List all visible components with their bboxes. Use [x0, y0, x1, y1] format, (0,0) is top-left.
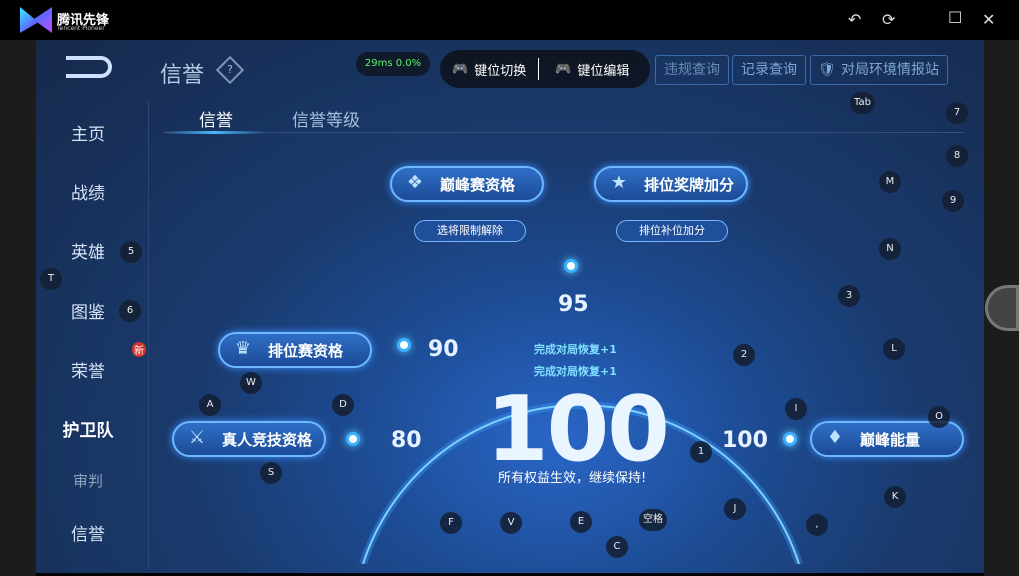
arc-node-100: [783, 432, 797, 446]
key-marker[interactable]: N: [879, 238, 901, 260]
nav-honor[interactable]: 荣誉: [71, 362, 105, 382]
key-marker[interactable]: J: [724, 498, 746, 520]
arc-node-90: [397, 338, 411, 352]
key-marker[interactable]: ,: [806, 514, 828, 536]
nav-hero[interactable]: 英雄: [71, 243, 105, 263]
close-icon[interactable]: ✕: [982, 10, 996, 29]
key-marker[interactable]: 空格: [639, 509, 667, 531]
peak-icon: ❖: [406, 172, 424, 193]
key-marker[interactable]: L: [883, 338, 905, 360]
undo-icon[interactable]: ↶: [848, 10, 862, 29]
app-subtitle: Tencent Pioneer: [57, 25, 105, 32]
key-marker[interactable]: 2: [733, 344, 755, 366]
key-marker[interactable]: K: [884, 486, 906, 508]
ping-value: 29ms: [364, 58, 393, 69]
keymap-edit-button[interactable]: 键位编辑: [577, 63, 630, 79]
real-label: 真人竞技资格: [222, 430, 313, 449]
arc-node-95: [564, 259, 578, 273]
key-marker[interactable]: O: [928, 406, 950, 428]
nav-record[interactable]: 战绩: [71, 184, 105, 204]
key-marker[interactable]: M: [879, 171, 901, 193]
key-marker[interactable]: 8: [946, 145, 968, 167]
key-marker[interactable]: Tab: [850, 92, 875, 114]
chevron-badge-icon: ♦: [826, 427, 844, 448]
nav-credit[interactable]: 信誉: [71, 525, 105, 545]
peak-label: 巅峰赛资格: [440, 175, 516, 194]
key-marker[interactable]: 3: [838, 285, 860, 307]
maximize-icon[interactable]: ☐: [948, 8, 963, 27]
nav-judge[interactable]: 审判: [72, 472, 103, 490]
gamepad-icon: 🎮: [452, 61, 469, 77]
star-icon: ★: [610, 172, 628, 193]
shield-icon: 🛡: [818, 62, 836, 78]
keymap-switch-button[interactable]: 键位切换: [474, 63, 527, 79]
key-marker[interactable]: I: [785, 398, 807, 420]
help-icon: ?: [227, 63, 233, 76]
nav-guard[interactable]: 护卫队: [62, 421, 114, 441]
key-marker[interactable]: D: [332, 394, 354, 416]
tab-credit-level[interactable]: 信誉等级: [292, 111, 360, 131]
key-marker[interactable]: S: [260, 462, 282, 484]
tab-indicator: [164, 131, 264, 134]
ranked-label: 排位赛资格: [268, 341, 344, 360]
loss-value: 0.0%: [395, 58, 422, 69]
key-marker[interactable]: T: [40, 268, 62, 290]
back-button[interactable]: [66, 56, 112, 78]
key-marker[interactable]: C: [606, 536, 628, 558]
swords-icon: ⚔: [188, 427, 206, 448]
app-name: 腾讯先锋: [57, 13, 110, 28]
key-marker[interactable]: 7: [946, 102, 968, 124]
tab-credit[interactable]: 信誉: [199, 111, 233, 131]
current-credit-score: 100: [486, 377, 670, 482]
key-marker[interactable]: F: [440, 512, 462, 534]
key-marker[interactable]: V: [500, 512, 522, 534]
help-button[interactable]: ?: [215, 55, 245, 85]
status-message: 所有权益生效，继续保持!: [498, 471, 647, 486]
intel-label: 对局环境情报站: [841, 62, 939, 78]
peak-sub-button[interactable]: 选将限制解除: [414, 220, 526, 242]
credit-arc: [359, 401, 803, 564]
page-title: 信誉: [160, 63, 205, 88]
wings-icon: ♛: [234, 338, 252, 359]
score-95: 95: [558, 292, 589, 317]
keymap-toolbar: 🎮 键位切换 🎮 键位编辑: [440, 50, 650, 88]
left-gutter: [0, 40, 36, 576]
nav-divider: [148, 100, 149, 570]
game-screen: 信誉 ? 29ms 0.0% 违规查询 记录查询 🛡 对局环境情报站 主页 战绩 …: [36, 40, 984, 573]
key-marker[interactable]: E: [570, 511, 592, 533]
toolbar-divider: [538, 58, 540, 80]
gamepad-icon: 🎮: [555, 61, 572, 77]
recover-text-1: 完成对局恢复+1: [534, 343, 617, 356]
recover-text-2: 完成对局恢复+1: [534, 365, 617, 378]
app-logo-icon: [20, 7, 52, 33]
key-marker[interactable]: 1: [690, 441, 712, 463]
rank-sub-button[interactable]: 排位补位加分: [616, 220, 728, 242]
violation-button[interactable]: 违规查询: [655, 55, 729, 85]
peak-energy-label: 巅峰能量: [860, 430, 921, 449]
key-marker[interactable]: 9: [942, 190, 964, 212]
rank-medal-button[interactable]: ★ 排位奖牌加分: [594, 166, 748, 202]
key-marker[interactable]: A: [199, 394, 221, 416]
network-status: 29ms 0.0%: [356, 52, 430, 76]
real-player-button[interactable]: ⚔ 真人竞技资格: [172, 421, 326, 457]
key-marker[interactable]: 6: [119, 300, 141, 322]
key-marker[interactable]: W: [240, 372, 262, 394]
tab-divider: [164, 132, 964, 133]
intel-station-button[interactable]: 🛡 对局环境情报站: [810, 55, 948, 85]
nav-home[interactable]: 主页: [71, 125, 105, 145]
score-90: 90: [428, 337, 459, 362]
score-80: 80: [391, 428, 422, 453]
arc-node-80: [346, 432, 360, 446]
title-bar: 腾讯先锋 Tencent Pioneer ↶ ⟳ ☐ ✕: [0, 0, 1019, 40]
ranked-qualification-button[interactable]: ♛ 排位赛资格: [218, 332, 372, 368]
nav-gallery[interactable]: 图鉴: [71, 303, 105, 323]
score-100: 100: [722, 428, 768, 453]
peak-qualification-button[interactable]: ❖ 巅峰赛资格: [390, 166, 544, 202]
refresh-icon[interactable]: ⟳: [882, 10, 896, 29]
new-badge: 新: [132, 342, 146, 357]
record-button[interactable]: 记录查询: [732, 55, 806, 85]
rank-medal-label: 排位奖牌加分: [644, 175, 735, 194]
floating-ball-button[interactable]: [985, 285, 1019, 331]
key-marker[interactable]: 5: [120, 241, 142, 263]
